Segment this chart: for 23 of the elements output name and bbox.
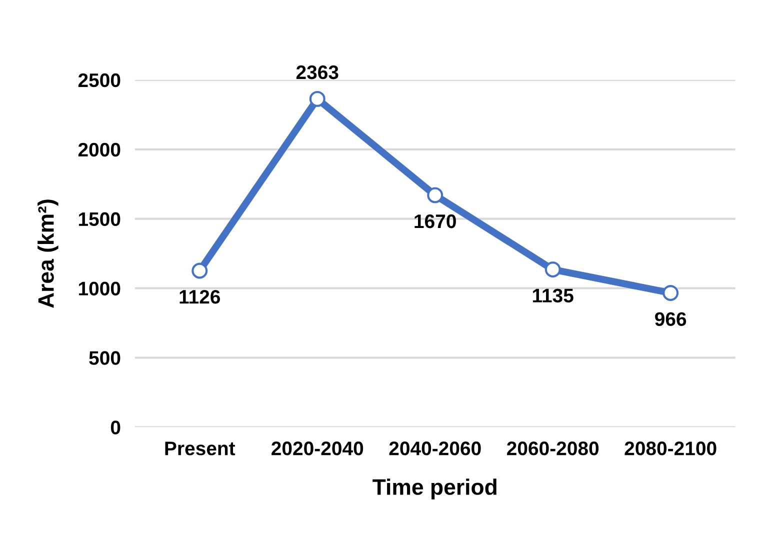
data-label: 1126 (180, 290, 220, 304)
point (427, 187, 444, 204)
y-tick-label: 0 (110, 420, 120, 434)
x-tick-label: 2040-2060 (389, 442, 481, 456)
data-label: 2363 (296, 65, 338, 80)
data-label: 1670 (414, 214, 456, 228)
point (192, 262, 208, 279)
x-tick-label: 2080-2100 (624, 442, 716, 456)
y-tick-label: 1500 (78, 212, 120, 226)
point (662, 284, 679, 301)
y-axis-title: Area (km²) (38, 200, 58, 308)
x-tick-label: Present (165, 442, 236, 456)
x-tick-label: 2020-2040 (272, 442, 364, 456)
x-axis-title: Time period (372, 478, 496, 500)
point (309, 90, 326, 107)
x-tick-label: 2060-2080 (507, 442, 599, 456)
data-label: 966 (655, 312, 686, 326)
y-tick-label: 2000 (78, 142, 120, 157)
y-tick-label: 2500 (78, 73, 120, 88)
y-tick-label: 500 (89, 351, 120, 365)
y-tick-label: 1000 (78, 282, 120, 296)
data-label: 1135 (532, 288, 574, 303)
point (544, 262, 561, 278)
